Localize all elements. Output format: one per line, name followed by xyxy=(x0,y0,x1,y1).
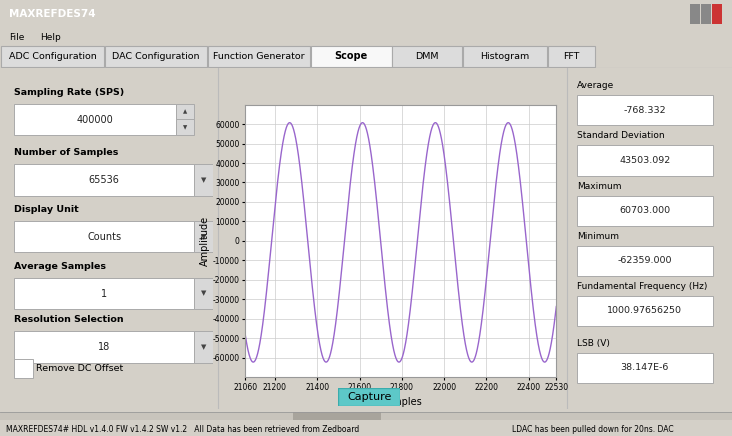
Text: Average: Average xyxy=(577,81,614,90)
Text: ▼: ▼ xyxy=(183,125,187,130)
FancyBboxPatch shape xyxy=(577,246,713,276)
Text: 1: 1 xyxy=(101,289,108,299)
Y-axis label: Amplitude: Amplitude xyxy=(200,216,210,266)
Text: Minimum: Minimum xyxy=(577,232,619,241)
Text: Standard Deviation: Standard Deviation xyxy=(577,131,665,140)
Text: MAXREFDES74# HDL v1.4.0 FW v1.4.2 SW v1.2   All Data has been retrieved from Zed: MAXREFDES74# HDL v1.4.0 FW v1.4.2 SW v1.… xyxy=(6,425,359,434)
Text: DMM: DMM xyxy=(415,52,439,61)
FancyBboxPatch shape xyxy=(577,95,713,126)
FancyBboxPatch shape xyxy=(577,296,713,326)
Text: Histogram: Histogram xyxy=(480,52,529,61)
FancyBboxPatch shape xyxy=(577,196,713,226)
Text: Help: Help xyxy=(40,33,61,41)
Text: 65536: 65536 xyxy=(89,175,120,185)
Text: -768.332: -768.332 xyxy=(624,106,666,115)
FancyBboxPatch shape xyxy=(195,221,213,252)
FancyBboxPatch shape xyxy=(311,46,392,67)
FancyBboxPatch shape xyxy=(548,46,595,67)
FancyBboxPatch shape xyxy=(14,331,195,363)
FancyBboxPatch shape xyxy=(14,164,195,196)
FancyBboxPatch shape xyxy=(195,164,213,196)
Text: Number of Samples: Number of Samples xyxy=(14,148,119,157)
FancyBboxPatch shape xyxy=(701,4,711,24)
Text: Counts: Counts xyxy=(87,232,122,242)
Text: 1000.97656250: 1000.97656250 xyxy=(608,307,682,316)
FancyBboxPatch shape xyxy=(14,359,33,378)
Text: Average Samples: Average Samples xyxy=(14,262,106,271)
Text: ▼: ▼ xyxy=(201,344,206,350)
FancyBboxPatch shape xyxy=(14,221,195,252)
FancyBboxPatch shape xyxy=(195,331,213,363)
FancyBboxPatch shape xyxy=(1,46,104,67)
Text: ADC Configuration: ADC Configuration xyxy=(9,52,97,61)
FancyBboxPatch shape xyxy=(463,46,547,67)
Text: Fundamental Frequency (Hz): Fundamental Frequency (Hz) xyxy=(577,282,707,291)
Text: Function Generator: Function Generator xyxy=(213,52,305,61)
FancyBboxPatch shape xyxy=(577,353,713,383)
FancyBboxPatch shape xyxy=(722,68,732,409)
FancyBboxPatch shape xyxy=(392,46,462,67)
FancyBboxPatch shape xyxy=(293,412,381,420)
FancyBboxPatch shape xyxy=(14,104,176,136)
Text: 18: 18 xyxy=(98,342,111,352)
Text: Remove DC Offset: Remove DC Offset xyxy=(36,364,123,373)
Text: -62359.000: -62359.000 xyxy=(618,256,672,266)
Text: LDAC has been pulled down for 20ns. DAC: LDAC has been pulled down for 20ns. DAC xyxy=(512,425,674,434)
Text: MAXREFDES74: MAXREFDES74 xyxy=(9,9,95,18)
FancyBboxPatch shape xyxy=(338,388,400,406)
Text: 60703.000: 60703.000 xyxy=(619,206,671,215)
Text: ▼: ▼ xyxy=(201,290,206,296)
Text: Display Unit: Display Unit xyxy=(14,205,79,214)
Text: LSB (V): LSB (V) xyxy=(577,339,610,348)
Text: Maximum: Maximum xyxy=(577,181,621,191)
FancyBboxPatch shape xyxy=(105,46,207,67)
Text: 400000: 400000 xyxy=(77,115,113,125)
Text: 38.147E-6: 38.147E-6 xyxy=(621,363,669,372)
FancyBboxPatch shape xyxy=(176,104,195,120)
Text: 43503.092: 43503.092 xyxy=(619,156,671,165)
Text: ▼: ▼ xyxy=(201,234,206,240)
Text: FFT: FFT xyxy=(563,52,580,61)
FancyBboxPatch shape xyxy=(14,278,195,309)
FancyBboxPatch shape xyxy=(0,412,732,420)
Text: Scope: Scope xyxy=(335,51,368,61)
X-axis label: Samples: Samples xyxy=(380,397,422,407)
Text: DAC Configuration: DAC Configuration xyxy=(112,52,200,61)
Text: Resolution Selection: Resolution Selection xyxy=(14,315,124,324)
FancyBboxPatch shape xyxy=(577,146,713,176)
FancyBboxPatch shape xyxy=(195,278,213,309)
Text: Capture: Capture xyxy=(347,392,392,402)
FancyBboxPatch shape xyxy=(176,119,195,136)
FancyBboxPatch shape xyxy=(690,4,700,24)
Text: ▲: ▲ xyxy=(183,109,187,114)
Text: ▼: ▼ xyxy=(201,177,206,183)
FancyBboxPatch shape xyxy=(712,4,722,24)
FancyBboxPatch shape xyxy=(208,46,310,67)
Text: Sampling Rate (SPS): Sampling Rate (SPS) xyxy=(14,88,124,97)
Text: File: File xyxy=(9,33,24,41)
